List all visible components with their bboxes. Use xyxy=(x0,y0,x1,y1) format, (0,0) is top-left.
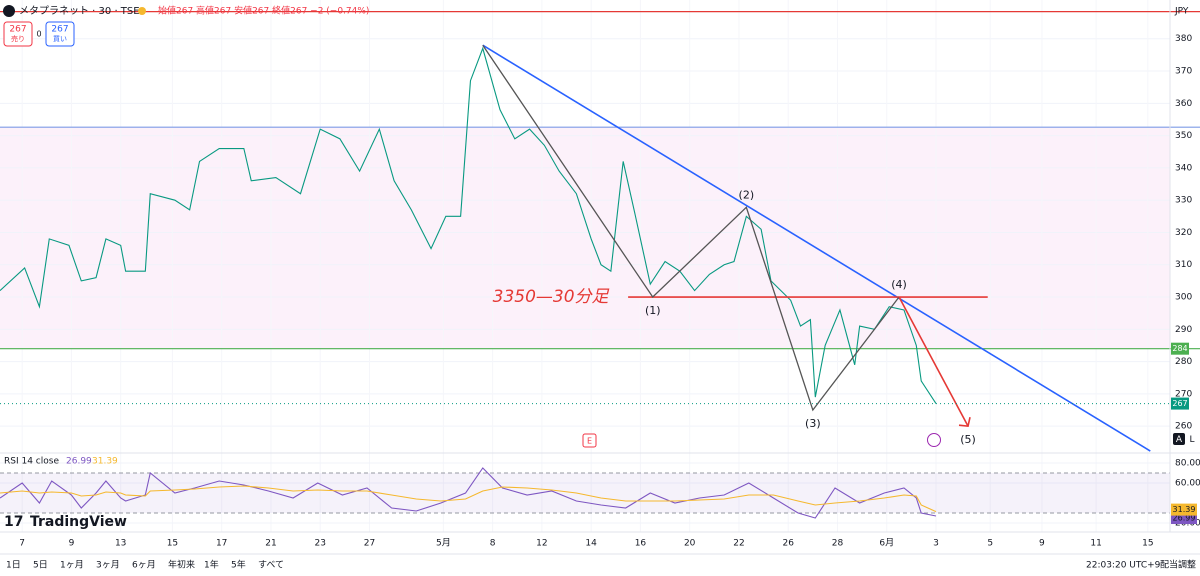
x-tick-label: 13 xyxy=(115,539,126,549)
y-tick-label: 290 xyxy=(1175,325,1192,335)
rsi-band xyxy=(0,473,1170,513)
buy-price: 267 xyxy=(51,25,68,35)
y-tick-label: 270 xyxy=(1175,389,1192,399)
level-box xyxy=(1171,342,1189,355)
toolbar: 1日 5日 1ヶ月 3ヶ月 6ヶ月 年初来 1年 5年 すべて xyxy=(6,559,284,571)
earnings-icon-text: E xyxy=(587,437,592,446)
x-tick-label: 21 xyxy=(265,539,276,549)
range-button[interactable]: 6ヶ月 xyxy=(132,560,156,571)
y-tick-label: 360 xyxy=(1175,99,1192,109)
rsi-title: RSI 14 close xyxy=(4,457,59,467)
wave-label: (4) xyxy=(891,278,907,291)
status-dot xyxy=(138,7,146,15)
sell-button[interactable] xyxy=(3,21,33,47)
x-tick-label: 20 xyxy=(684,539,696,549)
rsi-value: 26.99 xyxy=(66,457,92,467)
symbol: メタプラネット · 30 · TSE xyxy=(19,5,140,17)
y-tick-label: 80.00 xyxy=(1175,459,1200,469)
y-tick-label: 60.00 xyxy=(1175,479,1200,489)
indicator-label: 31.39 xyxy=(1173,505,1196,514)
ohlc: 始値267 高値267 安値267 終値267 −2 (−0.74%) xyxy=(158,5,369,17)
sell-price: 267 xyxy=(9,25,26,35)
zone xyxy=(0,127,1170,349)
x-tick-label: 5月 xyxy=(436,538,451,549)
series-line xyxy=(0,485,937,513)
auto-scale-label: A xyxy=(1176,435,1183,445)
level-label: 284 xyxy=(1172,344,1187,353)
series-line xyxy=(0,46,937,404)
range-button[interactable]: すべて xyxy=(258,560,284,571)
buy-label: 買い xyxy=(53,35,67,43)
x-tick-label: 5 xyxy=(987,539,993,549)
y-tick-label: 260 xyxy=(1175,422,1192,432)
x-tick-label: 15 xyxy=(1142,539,1153,549)
x-tick-label: 12 xyxy=(536,539,547,549)
projection-arrow xyxy=(958,416,971,428)
wave-line xyxy=(482,44,900,412)
y-tick-label: 370 xyxy=(1175,67,1192,77)
y-tick-label: 380 xyxy=(1175,34,1192,44)
range-button[interactable]: 1年 xyxy=(204,559,219,571)
wave-label: (1) xyxy=(645,304,661,317)
y-tick-label: 330 xyxy=(1175,196,1192,206)
x-tick-label: 27 xyxy=(364,539,375,549)
event-icon[interactable] xyxy=(927,433,941,447)
range-button[interactable]: 5年 xyxy=(231,559,246,571)
x-tick-label: 22 xyxy=(733,539,744,549)
x-tick-label: 28 xyxy=(832,539,844,549)
annotation: 3350—30分足 xyxy=(493,287,610,307)
y-tick-label: 350 xyxy=(1175,131,1192,141)
x-tick-label: 7 xyxy=(19,539,25,549)
x-tick-label: 15 xyxy=(167,539,178,549)
indicator-label: 26.99 xyxy=(1173,514,1196,523)
currency: JPY xyxy=(1174,7,1189,17)
last-price-label: 267 xyxy=(1172,399,1187,408)
branding-logo: 17 xyxy=(4,514,23,530)
x-tick-label: 16 xyxy=(635,539,647,549)
x-tick-label: 26 xyxy=(782,539,794,549)
range-button[interactable]: 3ヶ月 xyxy=(96,560,120,571)
x-tick-label: 23 xyxy=(314,539,325,549)
earnings-icon[interactable] xyxy=(582,433,597,448)
spread: 0 xyxy=(36,30,41,39)
buy-button[interactable] xyxy=(45,21,75,47)
y-tick-label: 280 xyxy=(1175,357,1192,367)
range-button[interactable]: 1ヶ月 xyxy=(60,560,84,571)
x-tick-label: 17 xyxy=(216,539,227,549)
range-button[interactable]: 5日 xyxy=(33,560,48,571)
projection-line xyxy=(898,296,969,427)
x-tick-label: 6月 xyxy=(879,538,894,549)
trendline xyxy=(482,44,1151,452)
x-tick-label: 11 xyxy=(1090,539,1101,549)
indicator-box xyxy=(1171,503,1197,516)
range-button[interactable]: 1日 xyxy=(6,560,21,571)
adjust-button[interactable]: 配当調整 xyxy=(1160,559,1196,571)
y-tick-label: 320 xyxy=(1175,228,1192,238)
rsi-ma-value: 31.39 xyxy=(92,457,118,467)
symbol-logo xyxy=(3,5,15,17)
x-tick-label: 9 xyxy=(1039,539,1045,549)
y-tick-label: 310 xyxy=(1175,260,1192,270)
wave-label: (2) xyxy=(739,188,755,201)
plot: 2602702802903003103203303403503603703807… xyxy=(0,11,1200,549)
last-price-box xyxy=(1171,397,1189,410)
sell-label: 売り xyxy=(11,34,25,43)
auto-scale-button[interactable] xyxy=(1173,433,1185,445)
range-button[interactable]: 年初来 xyxy=(168,559,195,571)
y-tick-label: 340 xyxy=(1175,163,1192,173)
clock: 22:03:20 UTC+9 xyxy=(1086,561,1161,571)
x-tick-label: 14 xyxy=(585,539,597,549)
wave-label: (3) xyxy=(805,417,821,430)
y-tick-label: 300 xyxy=(1175,293,1192,303)
x-tick-label: 3 xyxy=(933,539,939,549)
branding: TradingView xyxy=(30,514,127,530)
x-tick-label: 8 xyxy=(490,539,496,549)
x-tick-label: 9 xyxy=(69,539,75,549)
wave-label: (5) xyxy=(960,433,976,446)
log-scale-label[interactable]: L xyxy=(1189,435,1194,445)
